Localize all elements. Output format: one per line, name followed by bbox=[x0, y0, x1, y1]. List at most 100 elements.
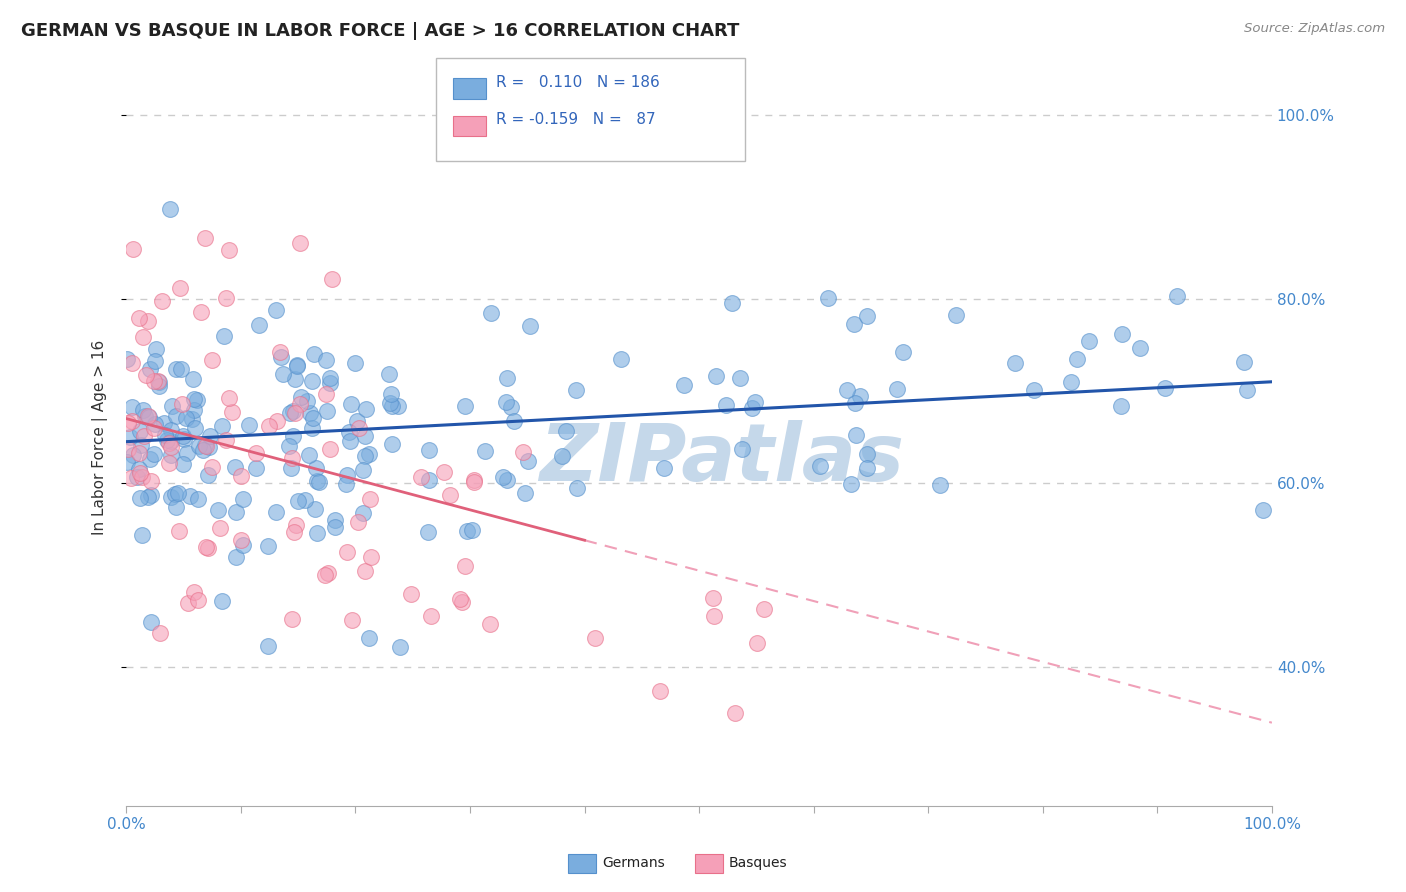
Point bbox=[131, 438, 153, 452]
Point bbox=[463, 475, 485, 489]
Point bbox=[844, 396, 866, 410]
Point bbox=[188, 440, 211, 454]
Point bbox=[120, 430, 142, 444]
Point bbox=[153, 416, 176, 430]
Point bbox=[461, 523, 484, 537]
Point bbox=[160, 423, 183, 437]
Point bbox=[197, 541, 219, 556]
Point bbox=[121, 400, 143, 414]
Point bbox=[238, 417, 260, 432]
Point bbox=[502, 414, 524, 428]
Point bbox=[337, 425, 360, 439]
Point bbox=[148, 375, 170, 389]
Point bbox=[474, 444, 496, 458]
Point bbox=[256, 539, 278, 553]
Point bbox=[380, 387, 402, 401]
Point bbox=[165, 362, 187, 376]
Point bbox=[181, 412, 204, 426]
Point bbox=[420, 608, 443, 623]
Text: Source: ZipAtlas.com: Source: ZipAtlas.com bbox=[1244, 22, 1385, 36]
Point bbox=[439, 488, 461, 502]
Point bbox=[304, 460, 326, 475]
Point bbox=[128, 461, 150, 475]
Point bbox=[181, 372, 204, 386]
Point bbox=[179, 489, 201, 503]
Point bbox=[492, 470, 515, 484]
Point bbox=[354, 450, 377, 464]
Point bbox=[155, 433, 177, 447]
Text: R = -0.159   N =   87: R = -0.159 N = 87 bbox=[496, 112, 657, 127]
Point bbox=[183, 403, 205, 417]
Point bbox=[418, 443, 440, 458]
Point bbox=[298, 406, 321, 420]
Point bbox=[336, 468, 359, 483]
Point bbox=[271, 367, 294, 381]
Point bbox=[1004, 356, 1026, 370]
Point bbox=[229, 533, 252, 547]
Point bbox=[703, 609, 725, 624]
Point bbox=[163, 487, 186, 501]
Point bbox=[652, 460, 675, 475]
Point bbox=[335, 477, 357, 491]
Point bbox=[218, 391, 240, 405]
Point bbox=[132, 403, 155, 417]
Point bbox=[257, 418, 280, 433]
Point bbox=[744, 395, 766, 409]
Point bbox=[551, 450, 574, 464]
Point bbox=[519, 318, 541, 333]
Point bbox=[264, 302, 287, 317]
Point bbox=[319, 370, 342, 384]
Point bbox=[231, 468, 253, 483]
Point bbox=[165, 409, 187, 424]
Point bbox=[479, 617, 502, 632]
Point bbox=[929, 478, 952, 492]
Point bbox=[132, 330, 155, 344]
Point bbox=[198, 441, 221, 455]
Point bbox=[194, 540, 217, 554]
Point bbox=[714, 398, 737, 412]
Point bbox=[1236, 383, 1258, 397]
Point bbox=[648, 684, 671, 698]
Point bbox=[1066, 351, 1088, 366]
Text: GERMAN VS BASQUE IN LABOR FORCE | AGE > 16 CORRELATION CHART: GERMAN VS BASQUE IN LABOR FORCE | AGE > … bbox=[21, 22, 740, 40]
Point bbox=[190, 305, 212, 319]
Point bbox=[187, 593, 209, 607]
Point bbox=[353, 564, 375, 578]
Point bbox=[135, 368, 157, 383]
Point bbox=[121, 448, 143, 462]
Point bbox=[184, 421, 207, 435]
Point bbox=[456, 524, 478, 538]
Point bbox=[131, 528, 153, 542]
Point bbox=[136, 409, 159, 423]
Point bbox=[117, 442, 139, 456]
Point bbox=[288, 236, 311, 251]
Point bbox=[232, 492, 254, 507]
Point bbox=[567, 481, 589, 495]
Point bbox=[360, 550, 382, 565]
Point bbox=[856, 309, 879, 323]
Point bbox=[143, 417, 166, 432]
Point bbox=[307, 475, 329, 489]
Point bbox=[856, 461, 879, 475]
Point bbox=[319, 376, 342, 390]
Point bbox=[290, 390, 312, 404]
Point bbox=[285, 358, 308, 372]
Point bbox=[281, 404, 304, 418]
Point bbox=[513, 486, 536, 500]
Point bbox=[157, 456, 180, 470]
Point bbox=[148, 379, 170, 393]
Point bbox=[121, 356, 143, 370]
Point bbox=[1232, 354, 1254, 368]
Point bbox=[160, 399, 183, 413]
Text: ZIPatlas: ZIPatlas bbox=[540, 420, 904, 498]
Point bbox=[1024, 384, 1046, 398]
Point bbox=[354, 402, 377, 417]
Point bbox=[283, 406, 305, 420]
Point bbox=[128, 446, 150, 460]
Point bbox=[201, 352, 224, 367]
Point bbox=[399, 586, 422, 600]
Point bbox=[316, 404, 339, 418]
Point bbox=[167, 524, 190, 538]
Point bbox=[1129, 342, 1152, 356]
Point bbox=[172, 457, 194, 471]
